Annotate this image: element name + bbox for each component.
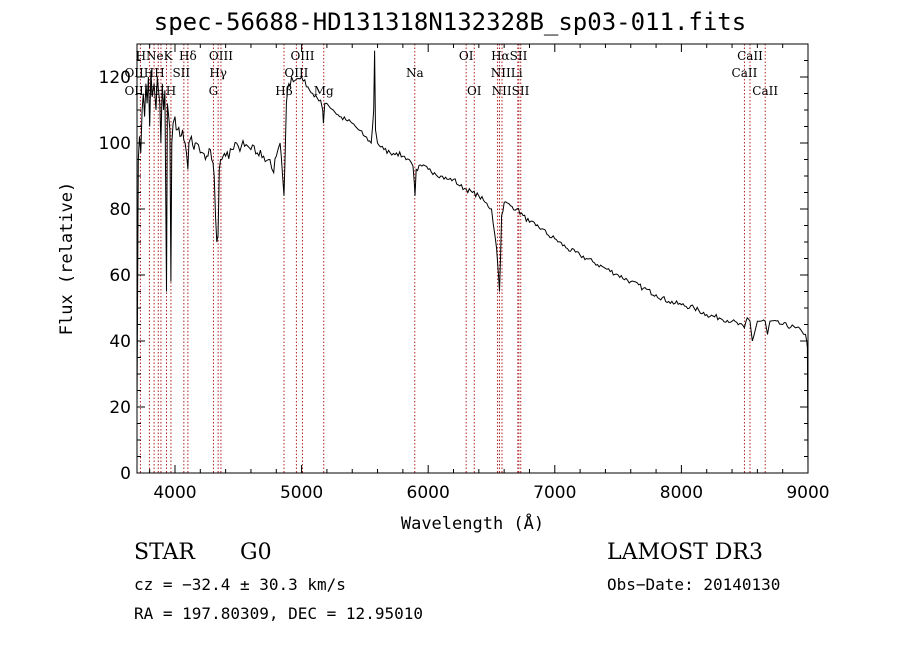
x-tick-label: 6000 (407, 483, 450, 503)
object-class: STAR (134, 540, 195, 565)
spectrum-line (136, 50, 809, 474)
x-tick-label: 9000 (786, 483, 829, 503)
line-annotation: Na (406, 66, 424, 80)
line-annotation: OIII (284, 66, 308, 80)
line-annotation: OI (467, 84, 482, 98)
line-annotation: Hγ (209, 66, 227, 80)
x-axis-label: Wavelength (Å) (401, 512, 544, 534)
line-annotation: SII (172, 66, 190, 80)
y-tick-label: 0 (120, 464, 131, 484)
line-annotation: CaII (737, 49, 763, 63)
line-annotation: G (209, 84, 219, 98)
line-annotation: CaII (732, 66, 758, 80)
x-tick-label: 8000 (660, 483, 703, 503)
line-annotation: HαSII (491, 49, 528, 63)
redshift-value: cz = −32.4 ± 30.3 km/s (134, 575, 346, 594)
x-tick-label: 5000 (280, 483, 323, 503)
line-annotation: H (166, 84, 176, 98)
line-annotation: HNeK (136, 49, 174, 63)
y-tick-label: 60 (109, 266, 131, 286)
line-annotation: Mg (314, 84, 334, 98)
y-axis-label: Flux (relative) (57, 182, 77, 336)
line-annotation: OI (459, 49, 474, 63)
y-tick-label: 80 (109, 200, 131, 220)
plot-frame (136, 43, 809, 474)
line-annotation: OIII (290, 49, 314, 63)
y-tick-label: 20 (109, 398, 131, 418)
coordinates: RA = 197.80309, DEC = 12.95010 (134, 604, 423, 623)
line-annotation: Hδ (179, 49, 197, 63)
observation-date: Obs−Date: 20140130 (607, 575, 781, 594)
object-subclass: G0 (240, 540, 272, 565)
x-tick-label: 4000 (153, 483, 196, 503)
y-tick-label: 120 (99, 68, 131, 88)
line-annotation: NIISII (492, 84, 530, 98)
chart-title: spec-56688-HD131318N132328B_sp03-011.fit… (153, 8, 747, 36)
line-annotation: CaII (752, 84, 778, 98)
y-tick-label: 100 (99, 134, 131, 154)
line-annotation: OIIHH (124, 66, 164, 80)
survey-name: LAMOST DR3 (607, 540, 763, 565)
x-tick-label: 7000 (533, 483, 576, 503)
line-annotation: OIII (209, 49, 233, 63)
line-annotation: NIILi (491, 66, 523, 80)
y-tick-label: 40 (109, 332, 131, 352)
